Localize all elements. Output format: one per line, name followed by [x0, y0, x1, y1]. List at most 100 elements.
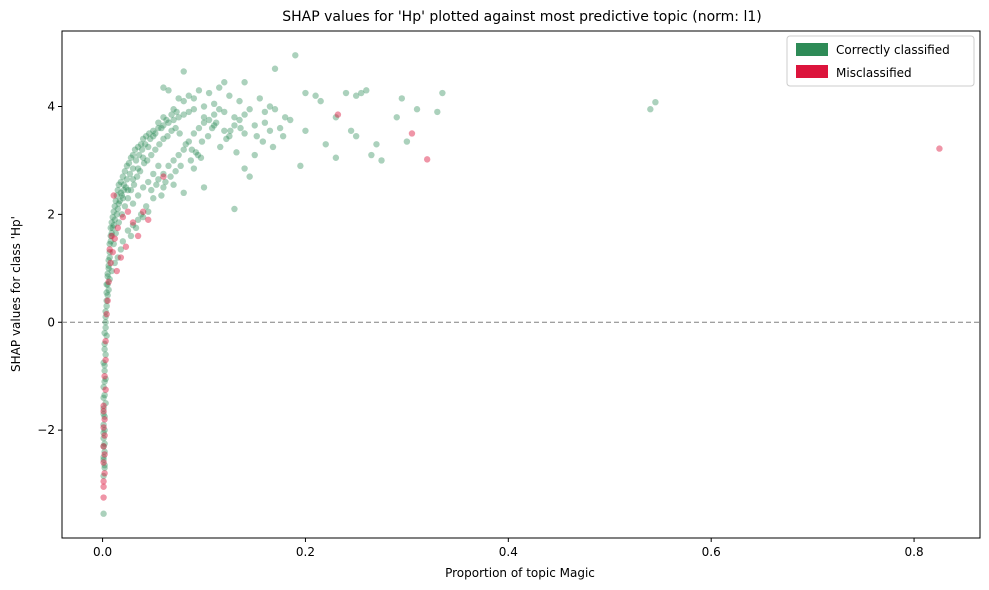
scatter-point	[119, 213, 127, 221]
scatter-point	[160, 122, 167, 129]
scatter-point	[124, 208, 132, 215]
scatter-point	[236, 116, 243, 124]
scatter-point	[185, 108, 192, 116]
scatter-point	[119, 238, 127, 245]
scatter-point	[106, 240, 113, 248]
scatter-point	[398, 95, 406, 102]
scatter-point	[408, 130, 416, 137]
scatter-point	[170, 181, 177, 188]
scatter-point	[145, 178, 152, 186]
scatter-point	[231, 114, 238, 121]
scatter-point	[158, 124, 165, 132]
scatter-point	[100, 472, 107, 480]
scatter-point	[122, 243, 130, 250]
scatter-point	[103, 281, 110, 288]
scatter-point	[279, 132, 287, 140]
scatter-point	[175, 151, 182, 159]
plot-frame	[61, 30, 981, 539]
scatter-point	[111, 203, 118, 210]
scatter-point	[185, 138, 192, 145]
scatter-point	[153, 181, 160, 188]
scatter-point	[393, 114, 400, 121]
scatter-point	[226, 132, 233, 140]
scatter-point	[271, 106, 279, 113]
scatter-point	[134, 232, 142, 240]
scatter-point	[652, 98, 659, 106]
series-correctly-classified	[100, 52, 659, 517]
scatter-point	[141, 141, 149, 148]
scatter-point	[145, 208, 152, 215]
scatter-point	[168, 127, 175, 134]
scatter-point	[100, 494, 107, 501]
scatter-point	[105, 257, 112, 264]
scatter-point	[120, 186, 128, 194]
scatter-point	[110, 192, 117, 199]
scatter-point	[129, 221, 137, 229]
scatter-point	[190, 130, 198, 137]
scatter-point	[102, 313, 109, 321]
scatter-point	[117, 254, 125, 261]
scatter-point	[287, 116, 294, 124]
scatter-point	[101, 391, 108, 399]
scatter-point	[246, 106, 253, 113]
scatter-point	[182, 141, 189, 148]
scatter-point	[111, 216, 118, 223]
scatter-point	[129, 219, 137, 226]
scatter-point	[100, 483, 107, 490]
y-tick-label: 0	[47, 315, 55, 329]
scatter-point	[105, 278, 112, 286]
scatter-point	[113, 192, 120, 199]
scatter-point	[101, 464, 108, 472]
scatter-point	[204, 132, 212, 140]
scatter-point	[187, 157, 195, 164]
scatter-point	[266, 103, 274, 110]
legend-label-misclassified: Misclassified	[836, 66, 912, 80]
scatter-point	[129, 176, 137, 183]
scatter-point	[237, 124, 244, 132]
scatter-point	[170, 106, 177, 113]
scatter-point	[227, 127, 234, 134]
scatter-point	[200, 114, 208, 121]
scatter-point	[363, 87, 370, 94]
x-tick-label: 0.2	[296, 545, 315, 559]
scatter-point	[101, 362, 108, 369]
scatter-point	[180, 111, 187, 118]
scatter-point	[403, 138, 411, 145]
scatter-point	[100, 435, 107, 442]
scatter-point	[114, 186, 121, 194]
scatter-point	[160, 114, 167, 121]
scatter-point	[160, 170, 167, 178]
scatter-point	[103, 289, 110, 296]
scatter-point	[100, 410, 107, 418]
scatter-point	[110, 240, 117, 248]
plot-area: 0.0 0.2 0.4 0.6 0.8 −2 0 2 4	[37, 30, 981, 559]
scatter-point	[132, 157, 140, 164]
scatter-point	[103, 297, 110, 304]
scatter-point	[172, 124, 179, 132]
chart-title: SHAP values for 'Hp' plotted against mos…	[282, 9, 761, 25]
scatter-point	[139, 184, 147, 191]
scatter-point	[115, 200, 123, 207]
scatter-point	[190, 165, 198, 172]
scatter-point	[102, 337, 109, 345]
scatter-point	[102, 351, 109, 358]
scatter-point	[185, 92, 192, 99]
scatter-point	[150, 170, 157, 178]
scatter-point	[266, 127, 274, 134]
scatter-point	[100, 510, 107, 517]
scatter-point	[103, 332, 110, 339]
scatter-point	[105, 262, 112, 269]
scatter-point	[358, 89, 365, 97]
scatter-point	[127, 186, 135, 194]
scatter-point	[261, 108, 269, 116]
scatter-point	[936, 145, 943, 152]
scatter-point	[100, 443, 107, 450]
scatter-point	[100, 402, 107, 410]
scatter-point	[423, 156, 431, 163]
scatter-point	[106, 246, 113, 253]
scatter-point	[150, 132, 157, 140]
scatter-point	[144, 157, 151, 164]
scatter-point	[221, 79, 228, 86]
scatter-point	[145, 216, 152, 223]
scatter-point	[160, 84, 167, 91]
